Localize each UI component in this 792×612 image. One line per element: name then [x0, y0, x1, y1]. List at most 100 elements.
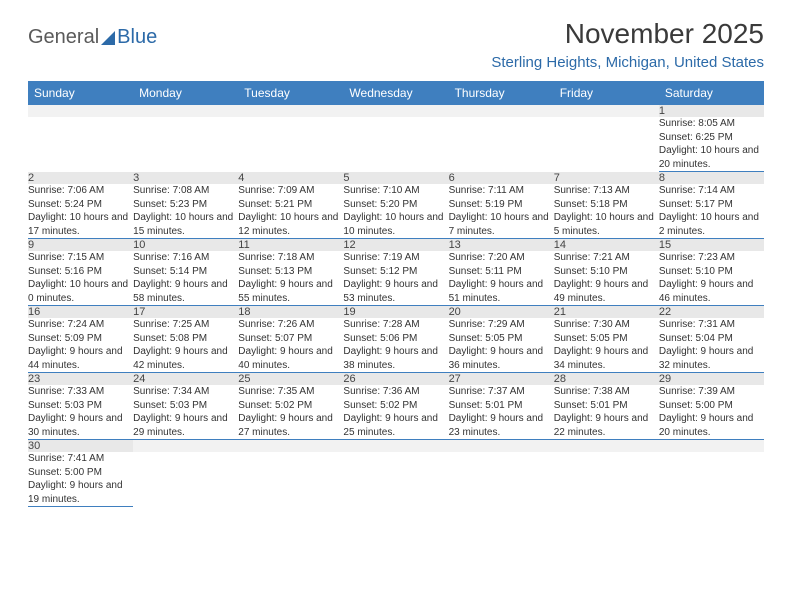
daylight-line: Daylight: 9 hours and 40 minutes.: [238, 345, 343, 372]
day-number-cell: [343, 105, 448, 117]
day-number-cell: 15: [659, 239, 764, 252]
col-sunday: Sunday: [28, 81, 133, 105]
col-thursday: Thursday: [449, 81, 554, 105]
day-number-cell: 27: [449, 373, 554, 386]
daylight-line: Daylight: 9 hours and 42 minutes.: [133, 345, 238, 372]
day-content-cell: Sunrise: 7:24 AMSunset: 5:09 PMDaylight:…: [28, 318, 133, 373]
sunset-line: Sunset: 5:00 PM: [659, 399, 764, 413]
content-row: Sunrise: 7:33 AMSunset: 5:03 PMDaylight:…: [28, 385, 764, 440]
daylight-line: Daylight: 10 hours and 17 minutes.: [28, 211, 133, 238]
daynum-row: 23242526272829: [28, 373, 764, 386]
daylight-line: Daylight: 9 hours and 27 minutes.: [238, 412, 343, 439]
day-content-cell: [238, 452, 343, 507]
day-number-cell: 19: [343, 306, 448, 319]
daylight-line: Daylight: 10 hours and 12 minutes.: [238, 211, 343, 238]
day-number-cell: 13: [449, 239, 554, 252]
day-content-cell: Sunrise: 7:35 AMSunset: 5:02 PMDaylight:…: [238, 385, 343, 440]
content-row: Sunrise: 8:05 AMSunset: 6:25 PMDaylight:…: [28, 117, 764, 172]
col-saturday: Saturday: [659, 81, 764, 105]
daylight-line: Daylight: 9 hours and 36 minutes.: [449, 345, 554, 372]
day-number-cell: 17: [133, 306, 238, 319]
daylight-line: Daylight: 9 hours and 20 minutes.: [659, 412, 764, 439]
sunrise-line: Sunrise: 7:15 AM: [28, 251, 133, 265]
sunrise-line: Sunrise: 7:13 AM: [554, 184, 659, 198]
day-content-cell: Sunrise: 7:41 AMSunset: 5:00 PMDaylight:…: [28, 452, 133, 507]
sunrise-line: Sunrise: 7:20 AM: [449, 251, 554, 265]
sunrise-line: Sunrise: 7:41 AM: [28, 452, 133, 466]
day-number-cell: 6: [449, 172, 554, 185]
daylight-line: Daylight: 9 hours and 32 minutes.: [659, 345, 764, 372]
sunset-line: Sunset: 5:07 PM: [238, 332, 343, 346]
day-number-cell: 16: [28, 306, 133, 319]
day-number-cell: 30: [28, 440, 133, 453]
sunrise-line: Sunrise: 7:14 AM: [659, 184, 764, 198]
sunset-line: Sunset: 5:20 PM: [343, 198, 448, 212]
day-content-cell: Sunrise: 7:28 AMSunset: 5:06 PMDaylight:…: [343, 318, 448, 373]
sunset-line: Sunset: 5:11 PM: [449, 265, 554, 279]
daynum-row: 2345678: [28, 172, 764, 185]
sunset-line: Sunset: 5:18 PM: [554, 198, 659, 212]
sunset-line: Sunset: 5:05 PM: [554, 332, 659, 346]
sunrise-line: Sunrise: 7:35 AM: [238, 385, 343, 399]
sunrise-line: Sunrise: 7:34 AM: [133, 385, 238, 399]
day-number-cell: 23: [28, 373, 133, 386]
sunset-line: Sunset: 5:05 PM: [449, 332, 554, 346]
day-number-cell: 24: [133, 373, 238, 386]
day-content-cell: [28, 117, 133, 172]
day-content-cell: Sunrise: 7:33 AMSunset: 5:03 PMDaylight:…: [28, 385, 133, 440]
day-content-cell: Sunrise: 7:14 AMSunset: 5:17 PMDaylight:…: [659, 184, 764, 239]
daynum-row: 16171819202122: [28, 306, 764, 319]
page-title: November 2025: [491, 18, 764, 50]
day-number-cell: [238, 105, 343, 117]
daylight-line: Daylight: 9 hours and 49 minutes.: [554, 278, 659, 305]
daylight-line: Daylight: 9 hours and 34 minutes.: [554, 345, 659, 372]
daylight-line: Daylight: 10 hours and 20 minutes.: [659, 144, 764, 171]
day-content-cell: Sunrise: 7:23 AMSunset: 5:10 PMDaylight:…: [659, 251, 764, 306]
sunrise-line: Sunrise: 7:31 AM: [659, 318, 764, 332]
content-row: Sunrise: 7:06 AMSunset: 5:24 PMDaylight:…: [28, 184, 764, 239]
daylight-line: Daylight: 9 hours and 53 minutes.: [343, 278, 448, 305]
day-content-cell: Sunrise: 7:13 AMSunset: 5:18 PMDaylight:…: [554, 184, 659, 239]
day-content-cell: [449, 117, 554, 172]
day-content-cell: Sunrise: 7:38 AMSunset: 5:01 PMDaylight:…: [554, 385, 659, 440]
day-content-cell: Sunrise: 7:39 AMSunset: 5:00 PMDaylight:…: [659, 385, 764, 440]
calendar-table: Sunday Monday Tuesday Wednesday Thursday…: [28, 81, 764, 507]
day-content-cell: Sunrise: 7:19 AMSunset: 5:12 PMDaylight:…: [343, 251, 448, 306]
sunset-line: Sunset: 5:09 PM: [28, 332, 133, 346]
day-content-cell: Sunrise: 7:30 AMSunset: 5:05 PMDaylight:…: [554, 318, 659, 373]
day-number-cell: 8: [659, 172, 764, 185]
daylight-line: Daylight: 9 hours and 55 minutes.: [238, 278, 343, 305]
content-row: Sunrise: 7:24 AMSunset: 5:09 PMDaylight:…: [28, 318, 764, 373]
sunrise-line: Sunrise: 7:33 AM: [28, 385, 133, 399]
sunset-line: Sunset: 5:03 PM: [133, 399, 238, 413]
day-number-cell: 7: [554, 172, 659, 185]
day-content-cell: [449, 452, 554, 507]
sunrise-line: Sunrise: 7:36 AM: [343, 385, 448, 399]
sunset-line: Sunset: 5:21 PM: [238, 198, 343, 212]
day-content-cell: Sunrise: 7:21 AMSunset: 5:10 PMDaylight:…: [554, 251, 659, 306]
daylight-line: Daylight: 9 hours and 51 minutes.: [449, 278, 554, 305]
day-content-cell: Sunrise: 7:10 AMSunset: 5:20 PMDaylight:…: [343, 184, 448, 239]
logo: GeneralBlue: [28, 18, 157, 49]
daylight-line: Daylight: 9 hours and 58 minutes.: [133, 278, 238, 305]
daynum-row: 30: [28, 440, 764, 453]
daylight-line: Daylight: 9 hours and 23 minutes.: [449, 412, 554, 439]
sunrise-line: Sunrise: 7:28 AM: [343, 318, 448, 332]
day-number-cell: [659, 440, 764, 453]
sunrise-line: Sunrise: 7:19 AM: [343, 251, 448, 265]
day-number-cell: 5: [343, 172, 448, 185]
day-number-cell: [238, 440, 343, 453]
day-content-cell: Sunrise: 8:05 AMSunset: 6:25 PMDaylight:…: [659, 117, 764, 172]
sunset-line: Sunset: 5:10 PM: [659, 265, 764, 279]
daynum-row: 1: [28, 105, 764, 117]
sunrise-line: Sunrise: 7:30 AM: [554, 318, 659, 332]
sunrise-line: Sunrise: 7:16 AM: [133, 251, 238, 265]
daylight-line: Daylight: 10 hours and 0 minutes.: [28, 278, 133, 305]
daylight-line: Daylight: 10 hours and 10 minutes.: [343, 211, 448, 238]
day-number-cell: 18: [238, 306, 343, 319]
day-content-cell: Sunrise: 7:09 AMSunset: 5:21 PMDaylight:…: [238, 184, 343, 239]
sunset-line: Sunset: 5:13 PM: [238, 265, 343, 279]
logo-text-blue: Blue: [117, 26, 157, 49]
day-content-cell: Sunrise: 7:29 AMSunset: 5:05 PMDaylight:…: [449, 318, 554, 373]
daylight-line: Daylight: 10 hours and 7 minutes.: [449, 211, 554, 238]
